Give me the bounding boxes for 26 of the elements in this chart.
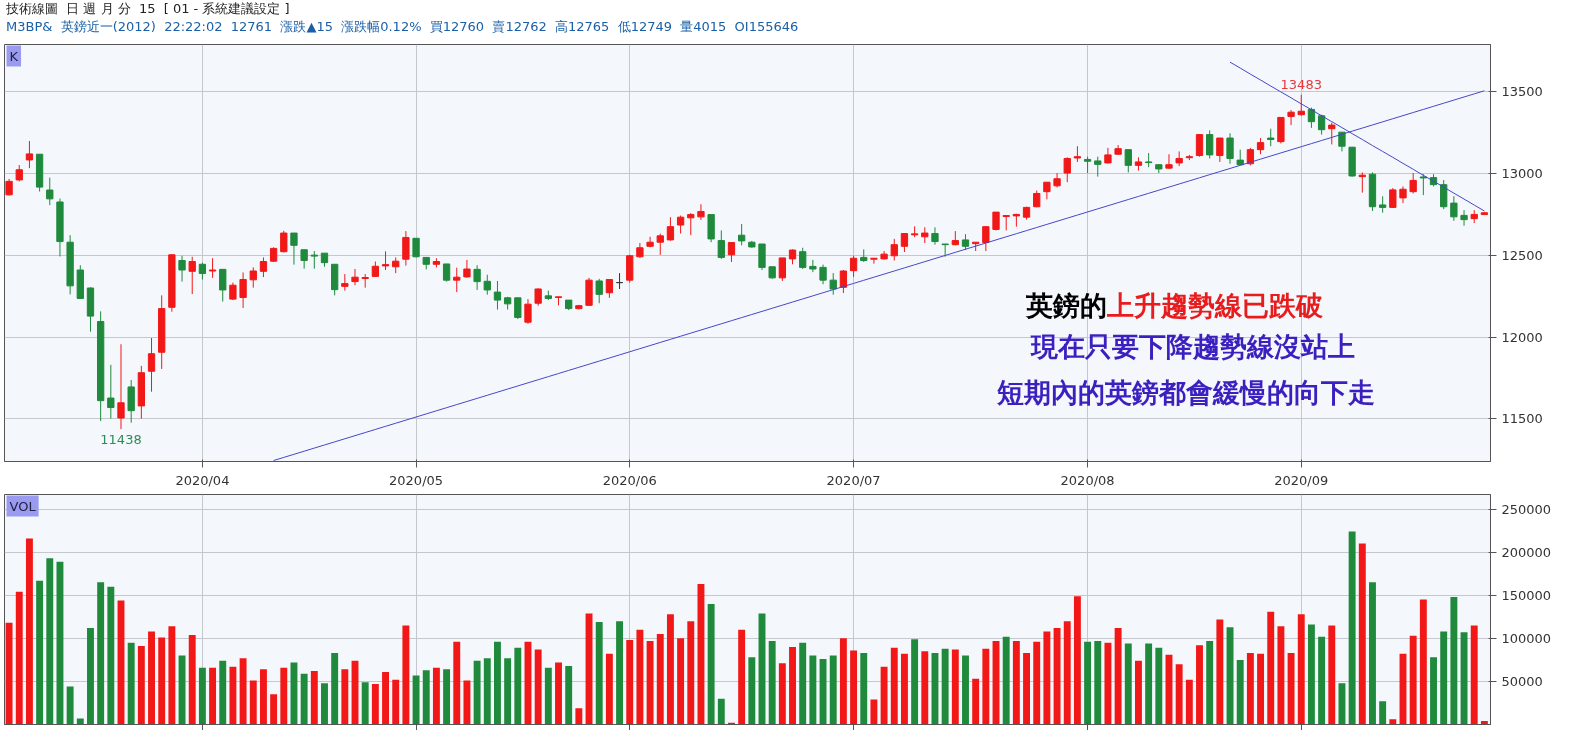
annotation: VOL [9, 498, 37, 514]
x-tick-label: 2020/06 [602, 472, 657, 488]
annotation: 上升趨勢線已跌破 [1105, 289, 1323, 321]
annotation: 現在只要下降趨勢線沒站上 [1030, 331, 1356, 363]
annotation: 英鎊的 [1024, 289, 1107, 321]
y-tick-label: 12000 [1501, 329, 1543, 345]
x-tick-label: 2020/05 [389, 472, 444, 488]
annotation: 13483 [1280, 76, 1322, 92]
y-tick-label: 13000 [1501, 166, 1543, 182]
chart-title: 技術線圖 日 週 月 分 15 [ 01 - 系統建議設定 ] [6, 0, 291, 18]
chart-subtitle: M3BP& 英鎊近一(2012) 22:22:02 12761 漲跌▲15 漲跌幅0.12% 買12760 賣12762 高12765 低12749 量4015 OI155646 [6, 18, 799, 36]
annotation: 短期內的英鎊都會緩慢的向下走 [996, 376, 1376, 408]
x-tick-label: 2020/07 [826, 472, 881, 488]
y-tick-label: 150000 [1501, 587, 1552, 603]
y-tick-label: 50000 [1501, 673, 1543, 689]
x-tick-label: 2020/09 [1274, 472, 1329, 488]
y-tick-label: 13500 [1501, 84, 1543, 100]
y-tick-label: 100000 [1501, 630, 1552, 646]
y-tick-label: 12500 [1501, 247, 1543, 263]
annotation: 11438 [100, 432, 142, 448]
x-tick-label: 2020/08 [1060, 472, 1115, 488]
y-tick-label: 11500 [1501, 411, 1543, 427]
annotation: K [9, 48, 19, 64]
y-tick-label: 200000 [1501, 544, 1552, 560]
x-tick-label: 2020/04 [175, 472, 230, 488]
y-tick-label: 250000 [1501, 501, 1552, 517]
